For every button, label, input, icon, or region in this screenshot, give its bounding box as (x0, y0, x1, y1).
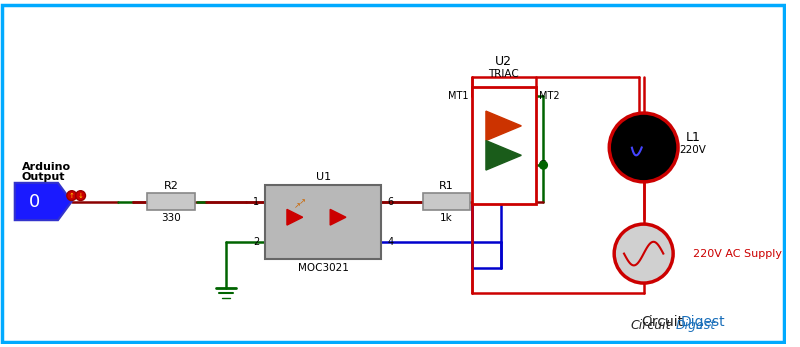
Text: ↓: ↓ (78, 193, 83, 198)
Text: TRIAC: TRIAC (488, 69, 519, 79)
Text: 0: 0 (29, 193, 40, 211)
Text: C: C (642, 315, 651, 329)
Text: U1: U1 (316, 172, 331, 182)
Text: U2: U2 (495, 56, 512, 68)
Text: 1: 1 (254, 196, 259, 206)
Circle shape (610, 113, 678, 182)
Bar (472, 86, 535, 204)
Text: Arduino: Arduino (22, 162, 70, 172)
Bar (266, 185, 382, 259)
Polygon shape (287, 209, 302, 225)
Text: L1: L1 (686, 131, 700, 144)
Polygon shape (486, 141, 522, 170)
Text: 220V AC Supply: 220V AC Supply (693, 248, 782, 259)
Circle shape (76, 191, 86, 201)
Text: 330: 330 (161, 213, 181, 223)
Polygon shape (486, 111, 522, 141)
Text: ↑: ↑ (69, 193, 74, 198)
Polygon shape (14, 183, 72, 220)
Text: Output: Output (22, 172, 65, 182)
Circle shape (539, 161, 547, 169)
Text: MT2: MT2 (538, 91, 559, 101)
Text: G: G (538, 160, 546, 170)
Text: Digest: Digest (681, 315, 726, 329)
Circle shape (67, 191, 77, 201)
Text: Digest: Digest (676, 319, 716, 332)
Polygon shape (330, 209, 346, 225)
Text: 2: 2 (253, 237, 259, 247)
Text: ↗: ↗ (294, 201, 302, 210)
Text: ↗: ↗ (299, 197, 306, 206)
Text: 1k: 1k (440, 213, 453, 223)
Text: 220V: 220V (679, 145, 706, 155)
Text: Circuit: Circuit (631, 319, 671, 332)
Text: R2: R2 (163, 181, 178, 191)
Text: 6: 6 (387, 196, 394, 206)
Text: R1: R1 (438, 181, 454, 191)
Text: MOC3021: MOC3021 (298, 263, 349, 273)
Text: MT1: MT1 (448, 91, 469, 101)
Bar (422, 193, 470, 210)
Text: 4: 4 (387, 237, 394, 247)
Circle shape (614, 224, 673, 283)
Text: ircuit: ircuit (649, 315, 684, 329)
Bar (147, 193, 194, 210)
